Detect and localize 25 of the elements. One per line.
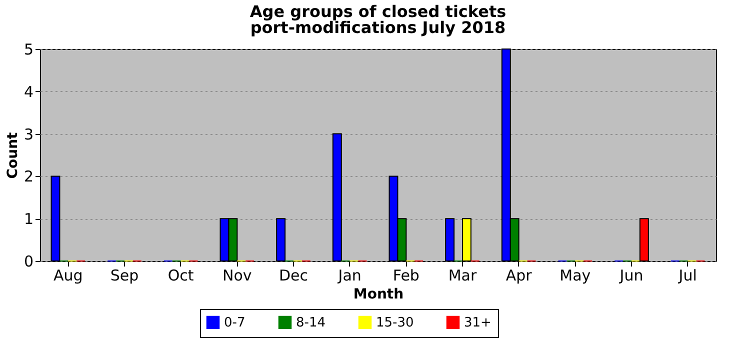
y-tick-label: 5: [24, 40, 34, 58]
x-axis-title: Month: [353, 286, 404, 302]
x-tick-label: Jan: [337, 266, 362, 284]
y-tick-label: 3: [24, 125, 34, 144]
x-tick-label: Oct: [168, 266, 194, 284]
y-tick-label: 2: [24, 168, 34, 186]
legend-label: 15-30: [376, 315, 414, 330]
x-tick-label: Apr: [506, 266, 533, 284]
x-tick-label: Nov: [222, 266, 252, 284]
legend-label: 8-14: [296, 315, 326, 330]
y-tick-label: 4: [24, 82, 34, 101]
x-tick-label: Aug: [54, 266, 83, 284]
x-tick-label: Jul: [678, 266, 697, 284]
x-tick-label: Jun: [618, 266, 644, 284]
chart-title: Age groups of closed tickets: [250, 2, 506, 21]
x-tick-label: May: [560, 266, 591, 284]
x-tick-label: Feb: [392, 266, 420, 284]
legend-label: 31+: [464, 315, 492, 330]
legend-label: 0-7: [224, 315, 246, 330]
x-tick-label: Mar: [448, 266, 478, 284]
x-tick-label: Dec: [278, 266, 308, 284]
y-tick-label: 0: [24, 252, 34, 270]
y-tick-label: 1: [24, 210, 34, 228]
y-axis-title: Count: [4, 132, 21, 179]
x-tick-label: Sep: [110, 266, 139, 284]
